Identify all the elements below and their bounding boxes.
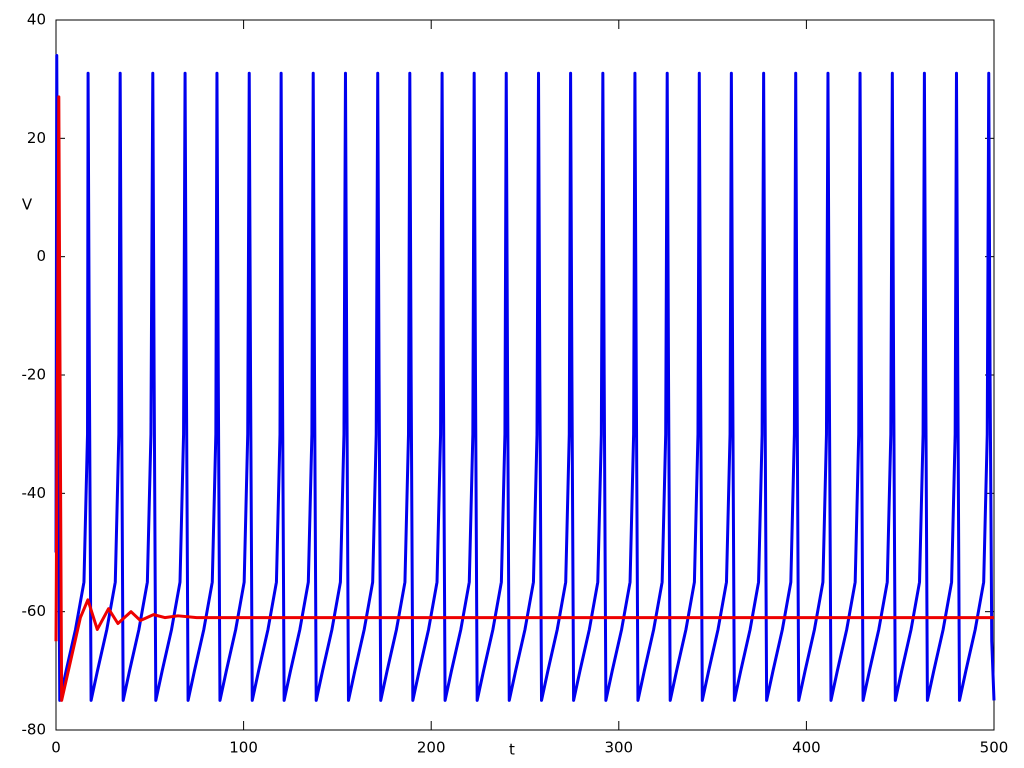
y-tick-label: -80 xyxy=(22,721,47,739)
x-axis-label: t xyxy=(509,741,515,759)
x-tick-label: 200 xyxy=(417,739,446,757)
y-tick-label: -20 xyxy=(22,366,47,384)
x-tick-label: 500 xyxy=(980,739,1009,757)
x-tick-label: 300 xyxy=(604,739,633,757)
series-line xyxy=(54,95,994,702)
y-axis-label: V xyxy=(22,196,33,214)
y-tick-label: -60 xyxy=(22,602,47,620)
y-tick-label: 0 xyxy=(36,247,46,265)
y-tick-label: 20 xyxy=(27,129,46,147)
x-tick-label: 400 xyxy=(792,739,821,757)
y-tick-label: 40 xyxy=(27,11,46,29)
series-line xyxy=(54,54,996,702)
y-tick-label: -40 xyxy=(22,484,47,502)
x-tick-label: 100 xyxy=(229,739,258,757)
x-tick-label: 0 xyxy=(51,739,61,757)
